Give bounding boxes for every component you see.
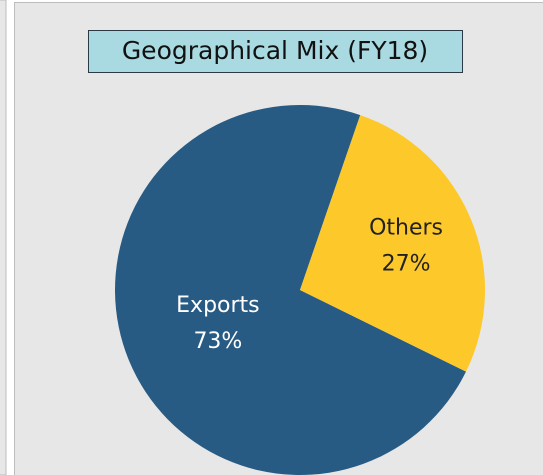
pie-slice [115,105,466,475]
slice-label: Exports [176,293,259,318]
chart-title: Geographical Mix (FY18) [122,36,428,65]
title-box [88,30,463,73]
slice-label: Others [369,215,443,240]
slice-value-label: 27% [382,251,431,276]
slice-value-label: 73% [193,329,242,354]
side-panel [0,0,7,475]
pie-slice [300,115,485,372]
